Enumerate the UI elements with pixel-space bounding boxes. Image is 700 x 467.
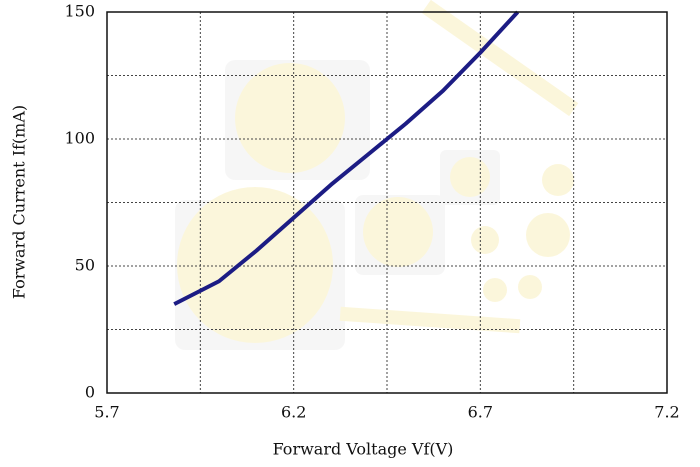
x-axis-title: Forward Voltage Vf(V) (273, 440, 454, 459)
y-tick-label: 50 (75, 256, 95, 275)
y-tick-label: 0 (85, 383, 95, 402)
background-decoration (175, 0, 578, 350)
y-axis-title: Forward Current If(mA) (10, 105, 29, 299)
y-tick-label: 100 (64, 129, 95, 148)
y-tick-label: 150 (64, 2, 95, 21)
chart: 5.7 6.2 6.7 7.2 0 50 100 150 Forward Voltage Vf… (0, 0, 700, 467)
x-tick-label: 5.7 (94, 403, 119, 422)
x-tick-label: 6.7 (468, 403, 493, 422)
x-tick-label: 6.2 (281, 403, 306, 422)
x-tick-label: 7.2 (654, 403, 679, 422)
